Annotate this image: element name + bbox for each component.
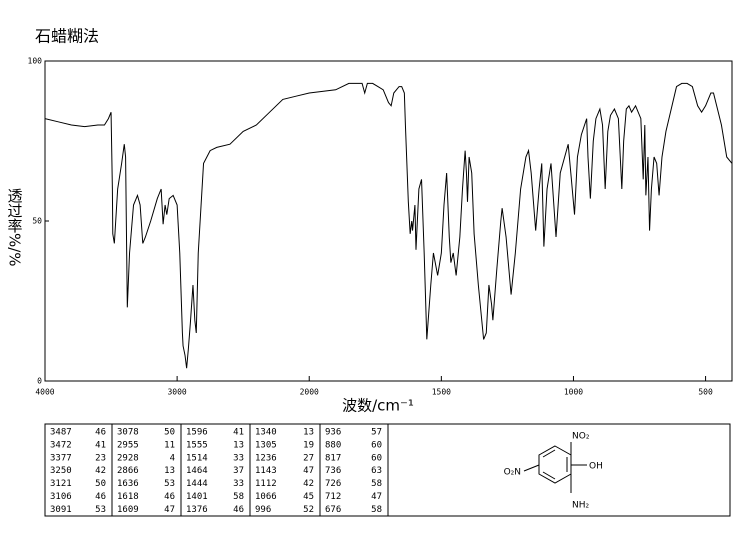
y-axis-label: 透过率%/% xyxy=(6,188,24,267)
peak-transmittance: 50 xyxy=(95,479,106,489)
peak-wavenumber: 1555 xyxy=(186,440,208,450)
peak-transmittance: 60 xyxy=(371,440,382,450)
peak-transmittance: 57 xyxy=(371,428,382,438)
peak-transmittance: 19 xyxy=(303,440,314,450)
peak-transmittance: 58 xyxy=(233,492,244,502)
peak-transmittance: 45 xyxy=(303,492,314,502)
peak-wavenumber: 2955 xyxy=(117,440,139,450)
peak-wavenumber: 1112 xyxy=(255,479,277,489)
peak-wavenumber: 1376 xyxy=(186,505,208,515)
peak-transmittance: 46 xyxy=(95,428,106,438)
peak-wavenumber: 726 xyxy=(325,479,341,489)
peak-transmittance: 47 xyxy=(303,466,314,476)
peak-wavenumber: 3078 xyxy=(117,428,139,438)
x-tick-label: 1000 xyxy=(564,388,583,397)
peak-transmittance: 46 xyxy=(164,492,175,502)
peak-wavenumber: 3091 xyxy=(50,505,72,515)
x-tick-label: 3000 xyxy=(167,388,186,397)
peak-wavenumber: 1636 xyxy=(117,479,139,489)
peak-transmittance: 27 xyxy=(303,453,314,463)
peak-transmittance: 60 xyxy=(371,453,382,463)
peak-wavenumber: 2928 xyxy=(117,453,139,463)
peak-wavenumber: 676 xyxy=(325,505,341,515)
peak-wavenumber: 1066 xyxy=(255,492,277,502)
structure-label: NH₂ xyxy=(572,501,590,511)
peak-wavenumber: 3250 xyxy=(50,466,72,476)
peak-wavenumber: 1143 xyxy=(255,466,277,476)
x-tick-label: 500 xyxy=(698,388,713,397)
peak-wavenumber: 1596 xyxy=(186,428,208,438)
peak-wavenumber: 1609 xyxy=(117,505,139,515)
peak-transmittance: 53 xyxy=(95,505,106,515)
peak-wavenumber: 1401 xyxy=(186,492,208,502)
peak-wavenumber: 3106 xyxy=(50,492,72,502)
peak-transmittance: 46 xyxy=(95,492,106,502)
peak-wavenumber: 1236 xyxy=(255,453,277,463)
x-tick-label: 2000 xyxy=(300,388,319,397)
peak-wavenumber: 880 xyxy=(325,440,341,450)
peak-transmittance: 47 xyxy=(164,505,175,515)
peak-transmittance: 33 xyxy=(233,453,244,463)
peak-transmittance: 37 xyxy=(233,466,244,476)
peak-wavenumber: 1618 xyxy=(117,492,139,502)
peak-transmittance: 52 xyxy=(303,505,314,515)
structure-label: OH xyxy=(589,462,603,472)
y-tick-label: 50 xyxy=(32,217,42,226)
peak-wavenumber: 712 xyxy=(325,492,341,502)
peak-wavenumber: 936 xyxy=(325,428,341,438)
x-tick-label: 1500 xyxy=(432,388,451,397)
peak-wavenumber: 1464 xyxy=(186,466,208,476)
benzene-ring xyxy=(538,445,572,484)
peak-transmittance: 41 xyxy=(95,440,106,450)
peak-wavenumber: 2866 xyxy=(117,466,139,476)
peak-transmittance: 50 xyxy=(164,428,175,438)
double-bond xyxy=(542,471,556,480)
peak-transmittance: 42 xyxy=(303,479,314,489)
peak-wavenumber: 3487 xyxy=(50,428,72,438)
peak-transmittance: 11 xyxy=(164,440,175,450)
x-tick-label: 4000 xyxy=(35,388,54,397)
peak-wavenumber: 1514 xyxy=(186,453,208,463)
peak-table: 3487 46 3472 41 3377 23 3250 42 3121 50 3106 46 3091… xyxy=(44,423,731,517)
peak-wavenumber: 3377 xyxy=(50,453,72,463)
double-bond xyxy=(542,449,556,458)
peak-wavenumber: 3121 xyxy=(50,479,72,489)
peak-wavenumber: 817 xyxy=(325,453,341,463)
spectrum-line xyxy=(44,82,733,369)
plot-frame xyxy=(44,60,733,382)
peak-wavenumber: 1444 xyxy=(186,479,208,489)
peak-transmittance: 63 xyxy=(371,466,382,476)
y-tick-label: 0 xyxy=(37,377,42,386)
peak-wavenumber: 736 xyxy=(325,466,341,476)
peak-transmittance: 33 xyxy=(233,479,244,489)
peak-transmittance: 58 xyxy=(371,505,382,515)
y-tick-label: 100 xyxy=(28,57,43,66)
peak-wavenumber: 3472 xyxy=(50,440,72,450)
structure-label: NO₂ xyxy=(572,432,590,442)
peak-transmittance: 4 xyxy=(170,453,175,463)
peak-transmittance: 13 xyxy=(303,428,314,438)
chart-title: 石蜡糊法 xyxy=(35,27,99,46)
peak-transmittance: 58 xyxy=(371,479,382,489)
structure-label: O₂N xyxy=(504,468,521,478)
x-axis-label: 波数/cm⁻¹ xyxy=(342,397,414,415)
peak-transmittance: 42 xyxy=(95,466,106,476)
peak-transmittance: 46 xyxy=(233,505,244,515)
peak-wavenumber: 996 xyxy=(255,505,271,515)
peak-transmittance: 47 xyxy=(371,492,382,502)
peak-transmittance: 23 xyxy=(95,453,106,463)
peak-wavenumber: 1340 xyxy=(255,428,277,438)
peak-transmittance: 53 xyxy=(164,479,175,489)
structure xyxy=(523,442,587,493)
bond xyxy=(523,464,540,472)
peak-transmittance: 13 xyxy=(233,440,244,450)
peak-transmittance: 41 xyxy=(233,428,244,438)
peak-transmittance: 13 xyxy=(164,466,175,476)
peak-wavenumber: 1305 xyxy=(255,440,277,450)
